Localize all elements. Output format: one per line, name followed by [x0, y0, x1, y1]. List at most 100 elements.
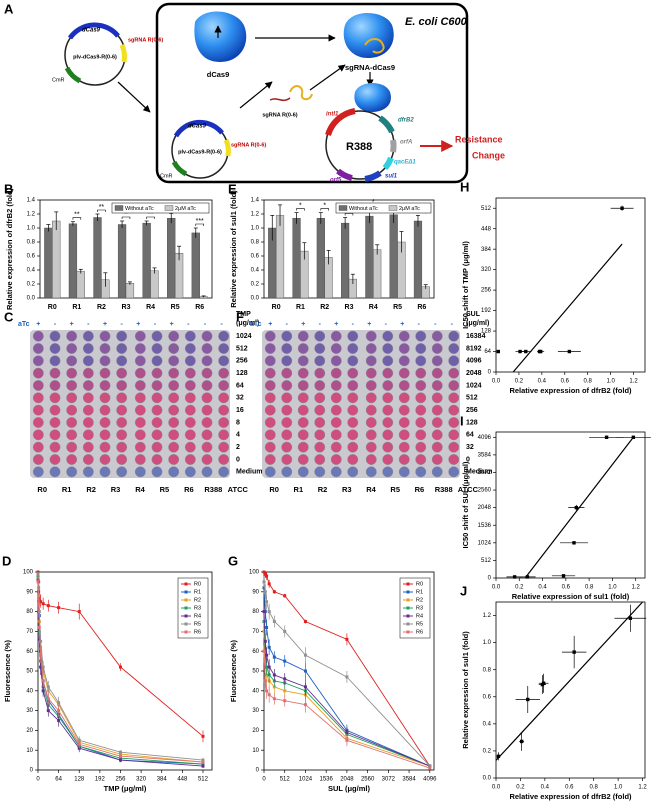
gene-label: dfrB2: [398, 118, 414, 124]
bar: [292, 217, 301, 299]
x-tick-label: 2048: [340, 777, 354, 783]
strain-label: R2: [318, 485, 328, 494]
y-tick-label: 1.4: [27, 198, 36, 204]
legend-swatch: [164, 205, 174, 211]
atc-sign: -: [154, 321, 157, 328]
well: [201, 380, 213, 391]
legend-label: R5: [194, 621, 201, 627]
point: [263, 679, 267, 683]
legend-box: [111, 202, 210, 214]
x-tick-label: 256: [115, 777, 126, 783]
point: [57, 709, 61, 713]
point: [37, 586, 41, 590]
concentration-label: 4: [236, 432, 240, 439]
point: [541, 681, 546, 685]
legend-marker: [184, 590, 188, 594]
point: [267, 582, 271, 586]
x-tick-label: 0.4: [538, 585, 547, 591]
well: [297, 392, 309, 404]
panel-letter: C: [4, 309, 14, 324]
y-tick-label: 100: [249, 570, 260, 576]
well: [151, 404, 163, 416]
atc-sign: -: [352, 321, 355, 328]
y-tick-label: 1.0: [27, 226, 36, 232]
well: [66, 355, 78, 367]
point: [519, 739, 524, 744]
well: [184, 392, 196, 404]
y-axis-label: Relative expression of dfrB2 (fold): [5, 187, 14, 310]
well: [116, 343, 128, 354]
well: [99, 392, 111, 404]
point: [574, 505, 579, 510]
fit-line: [512, 243, 623, 373]
well: [281, 343, 293, 354]
well: [264, 330, 276, 342]
x-tick-label: 64: [55, 777, 62, 783]
well: [398, 380, 410, 391]
x-tick-label: 512: [198, 777, 209, 783]
well: [32, 343, 44, 354]
y-axis-label: Fluorescence (%): [229, 639, 238, 702]
gene-label: orf5: [330, 178, 342, 184]
atc-sign: +: [103, 321, 107, 328]
sgrna-gene: [119, 44, 127, 63]
strain-label: R3: [342, 485, 352, 494]
strain-label: R1: [294, 485, 304, 494]
well: [448, 380, 460, 391]
gene-label: CmR: [52, 77, 65, 83]
well: [281, 441, 293, 453]
protein-label: dCas9: [207, 70, 230, 79]
concentration-label: 64: [236, 382, 244, 389]
atc-sign: -: [434, 321, 437, 328]
x-tick-label: 0.0: [492, 785, 501, 791]
gene-arc: [390, 139, 397, 153]
well: [66, 454, 78, 465]
strain-label: ATCC: [228, 485, 249, 494]
well: [116, 380, 128, 391]
point: [263, 590, 267, 594]
significance-bracket: [320, 208, 329, 211]
atc-sign: -: [87, 321, 90, 328]
panel-letter: I: [460, 413, 464, 428]
significance-bracket: [121, 216, 131, 219]
point: [57, 701, 61, 705]
well: [184, 330, 196, 342]
atc-sign: -: [120, 321, 123, 328]
legend-marker: [406, 622, 410, 626]
strain-label: R5: [390, 485, 400, 494]
host-label: E. coli C600: [405, 16, 468, 28]
well: [168, 441, 180, 453]
well: [82, 454, 94, 465]
point: [37, 602, 41, 606]
atc-sign: -: [204, 321, 207, 328]
well: [431, 466, 443, 478]
y-tick-label: 60: [252, 649, 259, 655]
legend-box: [335, 202, 432, 214]
y-tick-label: 256: [481, 288, 492, 294]
well: [184, 404, 196, 416]
well: [168, 343, 180, 354]
point: [36, 580, 40, 584]
well: [398, 417, 410, 428]
well: [218, 454, 230, 465]
atc-sign: -: [319, 321, 322, 328]
bound-complex: [354, 83, 391, 112]
well: [365, 454, 377, 465]
concentration-label: 2048: [466, 370, 482, 377]
x-tick-label: 1536: [319, 777, 333, 783]
well: [32, 355, 44, 367]
significance-label: *: [372, 199, 375, 206]
y-tick-label: 4096: [478, 435, 492, 441]
y-tick-label: 1.2: [251, 212, 260, 218]
atc-sign: -: [418, 321, 421, 328]
y-tick-label: 0: [488, 576, 492, 582]
well: [134, 380, 146, 391]
well: [431, 330, 443, 342]
well: [347, 441, 359, 453]
x-tick-label: R0: [48, 304, 57, 311]
y-tick-label: 0.4: [483, 721, 492, 727]
well: [99, 355, 111, 367]
well: [330, 429, 342, 441]
significance-bracket: [146, 216, 155, 219]
well: [168, 454, 180, 465]
